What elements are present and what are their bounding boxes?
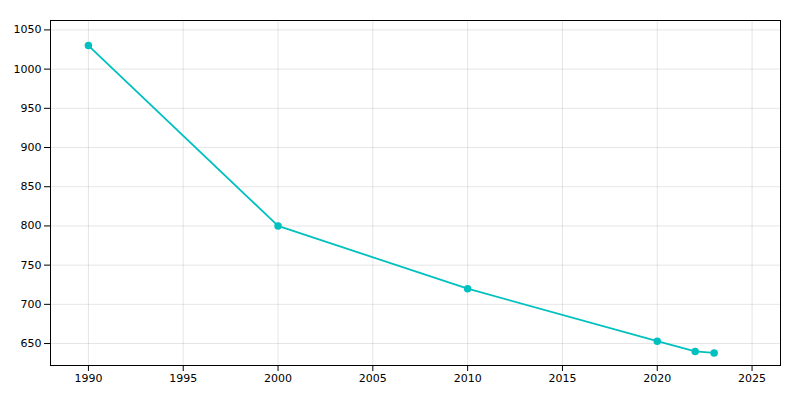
svg-text:2010: 2010 xyxy=(454,372,482,385)
svg-text:1995: 1995 xyxy=(169,372,197,385)
svg-text:1990: 1990 xyxy=(74,372,102,385)
svg-text:650: 650 xyxy=(21,337,42,350)
svg-text:2015: 2015 xyxy=(548,372,576,385)
svg-text:1000: 1000 xyxy=(14,63,42,76)
svg-text:950: 950 xyxy=(21,102,42,115)
svg-text:700: 700 xyxy=(21,298,42,311)
svg-text:1050: 1050 xyxy=(14,23,42,36)
svg-text:2005: 2005 xyxy=(359,372,387,385)
svg-text:800: 800 xyxy=(21,219,42,232)
svg-text:2025: 2025 xyxy=(738,372,766,385)
svg-text:2020: 2020 xyxy=(643,372,671,385)
svg-text:2000: 2000 xyxy=(264,372,292,385)
svg-text:850: 850 xyxy=(21,180,42,193)
svg-text:750: 750 xyxy=(21,259,42,272)
svg-text:900: 900 xyxy=(21,141,42,154)
